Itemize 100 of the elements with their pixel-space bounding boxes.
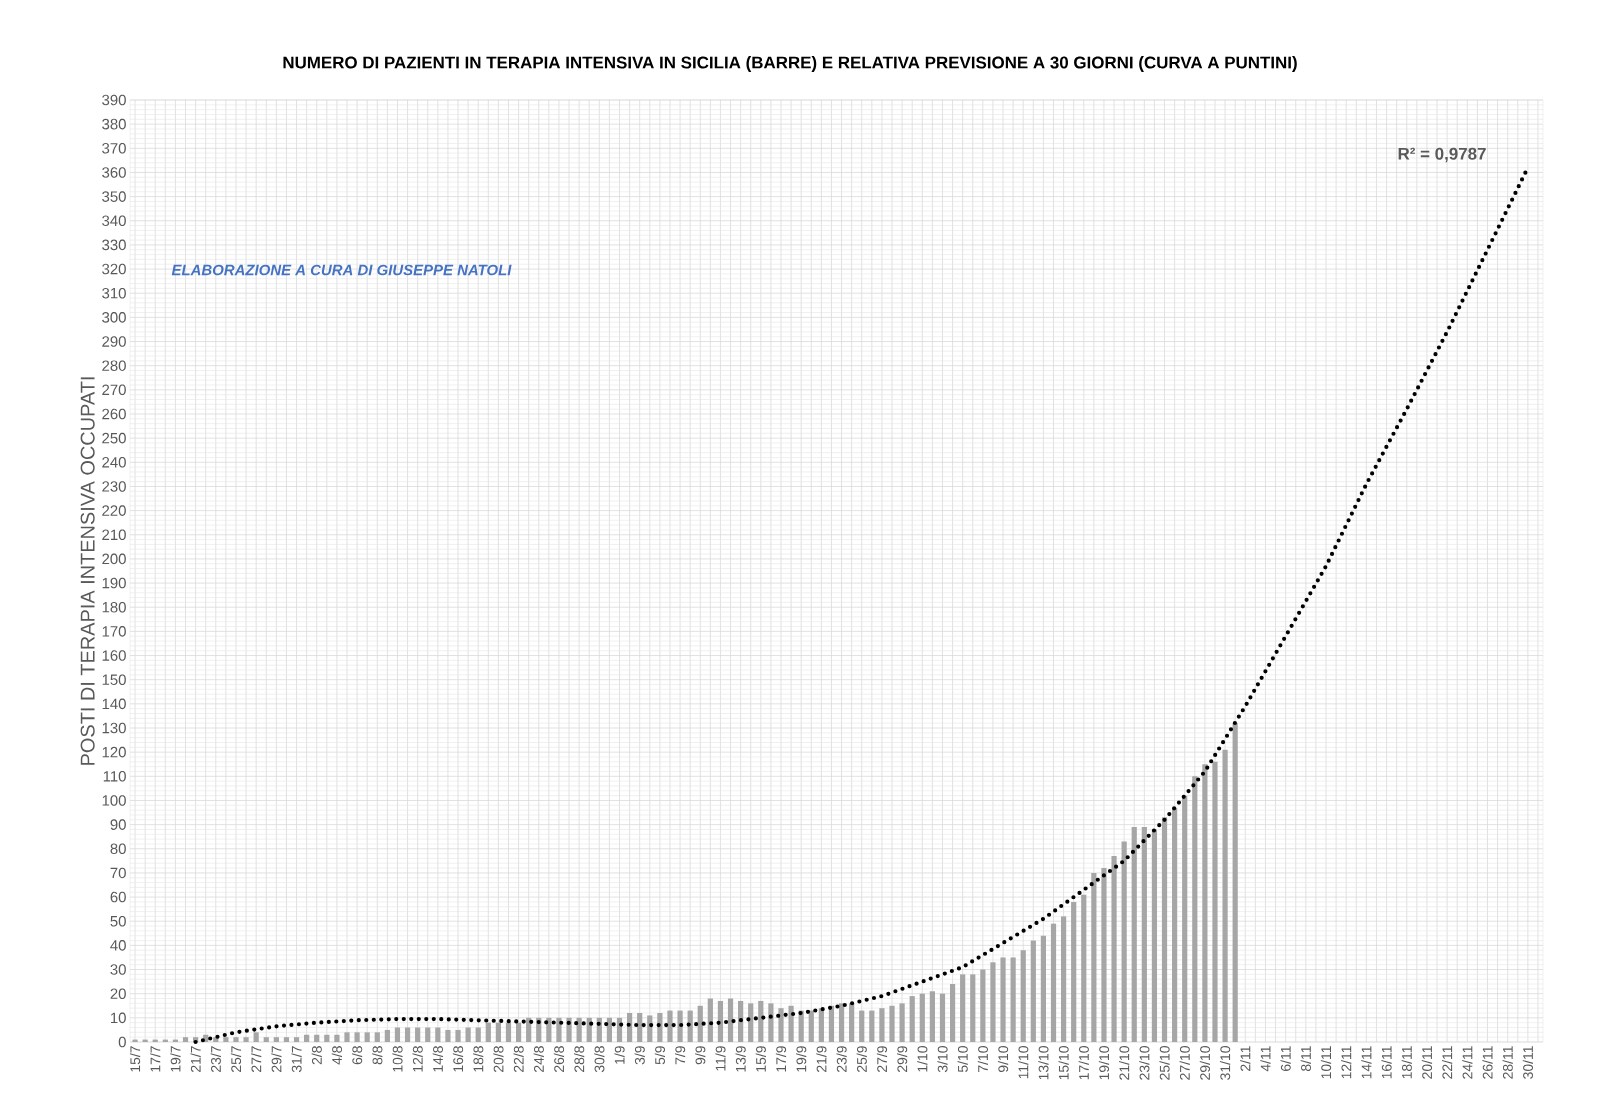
y-tick-label: 30: [110, 964, 126, 975]
bar: [879, 1008, 885, 1042]
bar: [727, 998, 734, 1042]
y-tick-label: 20: [110, 988, 126, 999]
y-tick-label: 380: [102, 118, 126, 130]
bar: [1212, 761, 1218, 1042]
y-axis-title: POSTI DI TERAPIA INTENSIVA OCCUPATI: [80, 377, 95, 765]
x-tick-label: 2/8: [311, 1046, 322, 1065]
bar: [838, 1003, 845, 1042]
bar: [455, 1029, 461, 1042]
bar: [1040, 935, 1047, 1042]
bar: [566, 1017, 572, 1042]
bar: [667, 1010, 673, 1042]
annotation: R² = 0,9787: [1398, 147, 1486, 163]
bar: [818, 1008, 824, 1042]
bar: [960, 974, 966, 1042]
y-tick-label: 280: [102, 360, 126, 371]
bar: [687, 1010, 693, 1042]
bar: [495, 1022, 501, 1042]
bar: [1192, 776, 1198, 1042]
bar: [364, 1032, 370, 1042]
y-tick-label: 260: [102, 408, 126, 420]
x-tick-label: 12/8: [412, 1046, 423, 1072]
x-tick-label: 8/11: [1300, 1046, 1311, 1072]
x-tick-label: 5/10: [957, 1046, 968, 1073]
y-tick-label: 270: [102, 384, 126, 396]
y-tick-label: 90: [110, 819, 126, 830]
bar: [1020, 950, 1026, 1042]
x-tick-label: 20/8: [493, 1046, 504, 1072]
bar: [233, 1037, 239, 1042]
y-tick-label: 200: [102, 553, 126, 565]
bar: [939, 993, 946, 1042]
bar: [324, 1034, 330, 1042]
bar: [384, 1029, 390, 1042]
x-tick-label: 23/7: [210, 1046, 221, 1072]
bar: [889, 1005, 895, 1042]
bar: [758, 1000, 764, 1042]
y-tick-label: 240: [102, 457, 126, 468]
x-tick-label: 16/8: [452, 1046, 464, 1072]
x-tick-label: 22/11: [1442, 1046, 1453, 1079]
y-tick-label: 160: [102, 650, 126, 661]
bar: [1151, 829, 1158, 1042]
y-tick-label: 190: [102, 577, 126, 589]
bar: [374, 1032, 380, 1042]
x-tick-label: 11/9: [715, 1046, 726, 1071]
bar: [445, 1029, 451, 1042]
y-tick-label: 120: [102, 746, 126, 758]
bar: [1091, 872, 1097, 1042]
x-tick-label: 26/11: [1482, 1046, 1493, 1079]
bar: [182, 1037, 189, 1042]
y-tick-label: 70: [110, 867, 126, 879]
bar: [697, 1005, 703, 1042]
bar: [1202, 764, 1208, 1042]
x-tick-label: 15/9: [755, 1046, 766, 1072]
x-tick-label: 29/9: [896, 1046, 908, 1072]
x-tick-label: 30/8: [594, 1046, 605, 1073]
bar: [768, 1003, 774, 1042]
bar: [475, 1027, 481, 1042]
y-tick-label: 210: [102, 529, 126, 541]
y-tick-label: 350: [102, 191, 126, 202]
y-tick-label: 130: [102, 722, 126, 734]
x-tick-label: 19/9: [796, 1046, 807, 1072]
y-tick-label: 360: [102, 167, 126, 178]
bar: [1121, 841, 1127, 1042]
bar: [415, 1027, 421, 1042]
bar: [425, 1027, 431, 1042]
x-tick-label: 23/9: [836, 1046, 847, 1072]
bar: [556, 1017, 562, 1042]
bar: [1101, 868, 1107, 1042]
x-tick-label: 15/10: [1058, 1046, 1069, 1080]
x-tick-label: 8/8: [372, 1046, 383, 1065]
bar: [1030, 940, 1036, 1042]
y-tick-label: 60: [110, 891, 126, 903]
x-tick-label: 25/10: [1159, 1046, 1170, 1080]
x-tick-label: 17/7: [150, 1046, 161, 1072]
y-tick-label: 320: [102, 263, 126, 275]
bar: [849, 1003, 855, 1042]
bar: [919, 993, 925, 1042]
x-tick-label: 28/11: [1502, 1046, 1513, 1079]
y-tick-label: 390: [102, 94, 126, 106]
x-tick-label: 14/11: [1361, 1046, 1372, 1079]
chart-title: NUMERO DI PAZIENTI IN TERAPIA INTENSIVA IN SICILIA (BARRE) E RELATIVA PREVISIONE A 30 GIORNI (CURVA A PUNTINI): [283, 56, 1297, 72]
bar: [132, 1039, 138, 1042]
x-tick-label: 13/10: [1038, 1046, 1049, 1080]
bar: [788, 1005, 794, 1042]
x-tick-label: 6/11: [1280, 1046, 1291, 1071]
x-tick-label: 15/7: [129, 1046, 141, 1072]
x-tick-label: 4/11: [1260, 1046, 1271, 1072]
x-tick-label: 7/9: [674, 1046, 686, 1065]
x-tick-label: 19/7: [170, 1046, 181, 1072]
bar: [334, 1034, 340, 1042]
bar: [546, 1017, 552, 1042]
bar: [748, 1003, 754, 1042]
x-tick-label: 25/7: [230, 1046, 242, 1072]
x-tick-label: 9/9: [695, 1046, 706, 1065]
x-tick-label: 4/8: [331, 1046, 343, 1065]
bar: [949, 984, 956, 1042]
x-tick-label: 3/10: [937, 1046, 948, 1073]
bar: [717, 1000, 724, 1042]
x-tick-label: 26/8: [553, 1046, 565, 1072]
